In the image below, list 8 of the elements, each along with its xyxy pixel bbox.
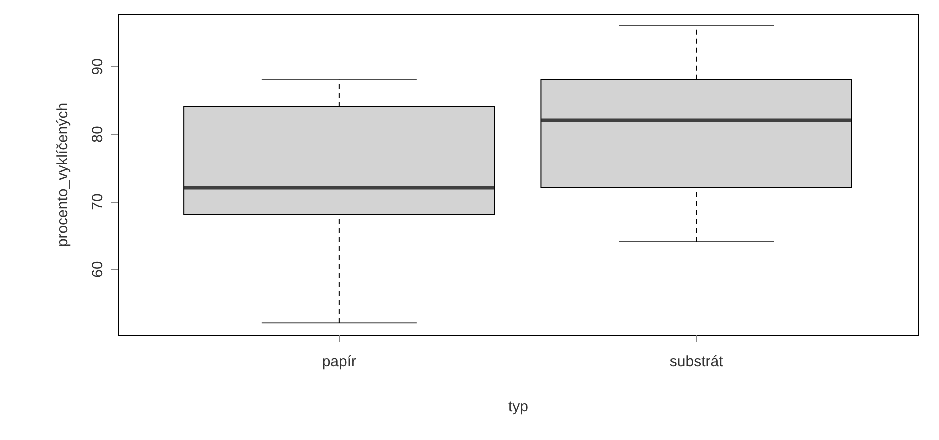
y-tick-label: 80 xyxy=(90,126,106,143)
x-axis-title: typ xyxy=(508,398,529,416)
y-axis-title: procento_vyklíčených xyxy=(54,102,72,248)
y-tick-label: 90 xyxy=(90,58,106,76)
x-tick-label: substrát xyxy=(670,354,724,370)
x-tick-label: papír xyxy=(322,354,357,370)
y-tick-label: 70 xyxy=(90,194,106,210)
y-tick-label: 60 xyxy=(90,261,106,278)
